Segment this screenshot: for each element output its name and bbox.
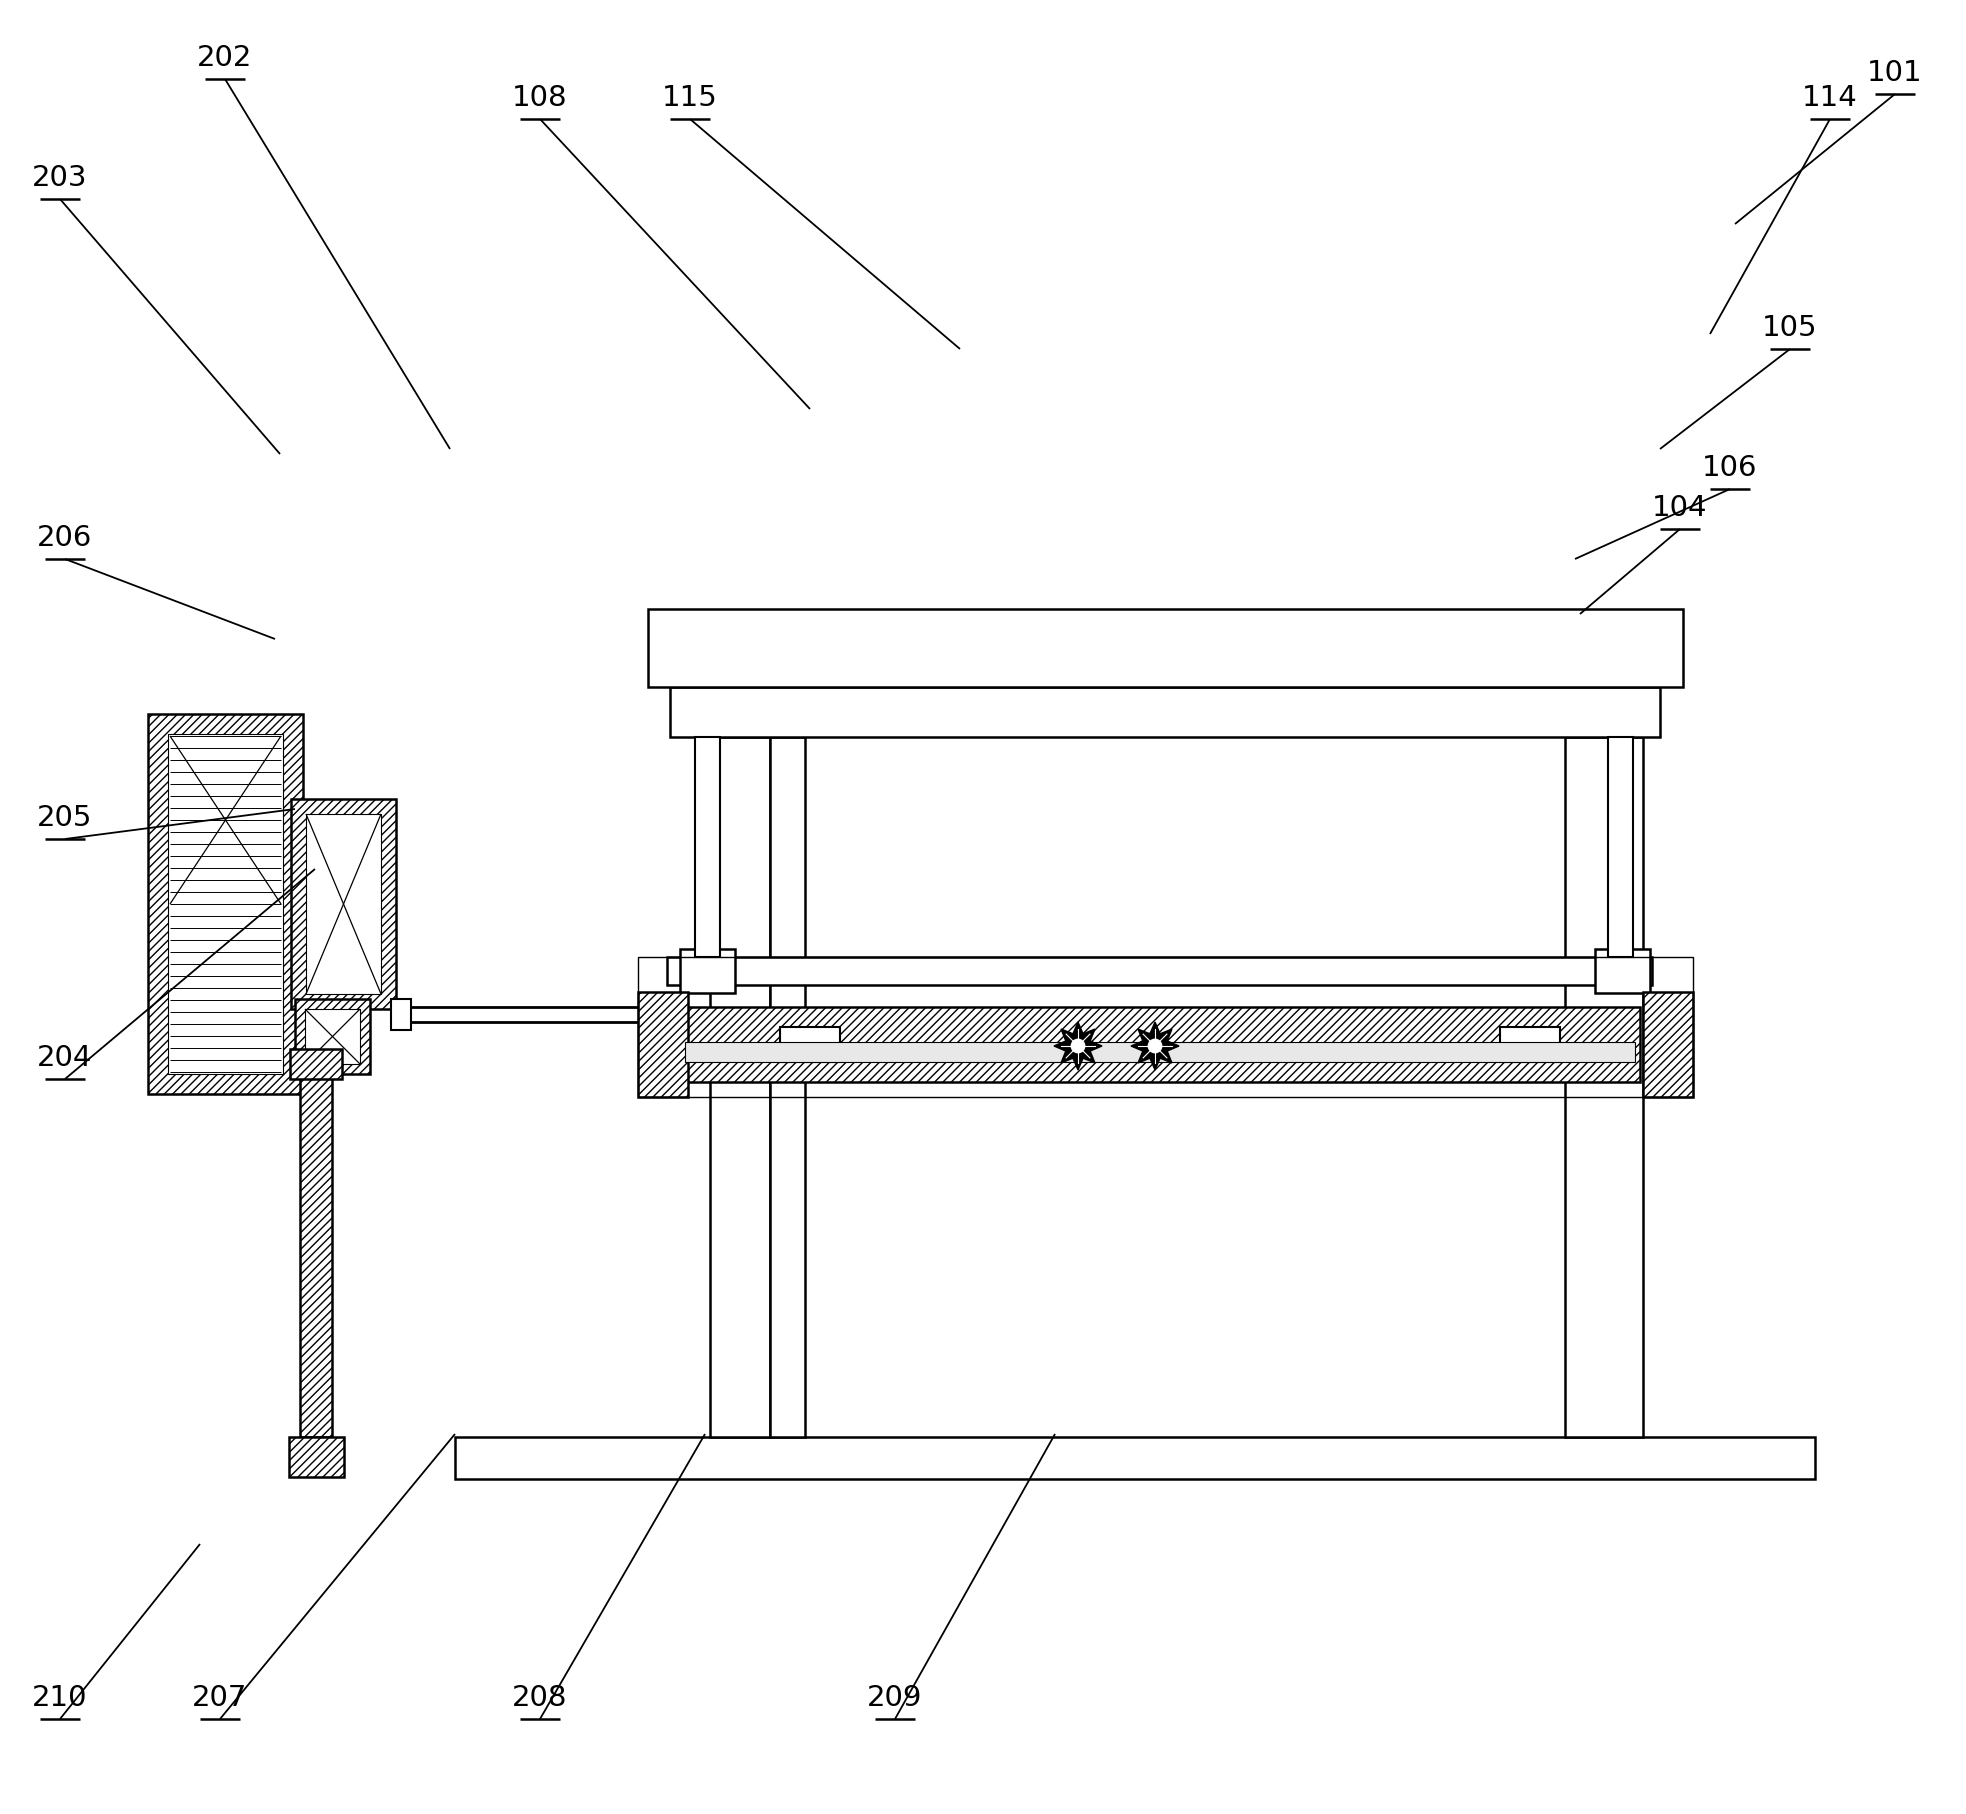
Text: 108: 108 (513, 83, 568, 112)
Text: 114: 114 (1803, 83, 1858, 112)
Bar (291, 800, 395, 1009)
Bar (1565, 738, 1644, 1437)
Bar (454, 1437, 1815, 1478)
Bar (305, 1009, 360, 1065)
Text: 209: 209 (867, 1683, 922, 1711)
Text: 205: 205 (37, 804, 92, 831)
Text: 106: 106 (1703, 454, 1758, 483)
Text: 104: 104 (1651, 493, 1708, 522)
Bar (680, 949, 735, 994)
Bar (291, 1050, 342, 1079)
Circle shape (1071, 1039, 1085, 1054)
Bar (289, 1437, 344, 1477)
Text: 115: 115 (663, 83, 718, 112)
Text: 203: 203 (31, 163, 88, 192)
Text: 207: 207 (193, 1683, 248, 1711)
Bar (639, 992, 688, 1097)
Bar (670, 688, 1659, 738)
Polygon shape (1054, 1023, 1103, 1070)
Bar (167, 735, 283, 1074)
Text: 202: 202 (197, 44, 254, 73)
Bar (1608, 738, 1634, 958)
Bar (295, 1000, 370, 1074)
Text: 204: 204 (37, 1043, 92, 1072)
Bar (147, 715, 303, 1094)
Bar (680, 1007, 1640, 1083)
Bar (301, 1074, 332, 1437)
Polygon shape (1130, 1023, 1180, 1070)
Circle shape (1148, 1039, 1162, 1054)
Bar (771, 738, 804, 1437)
Bar (639, 958, 1693, 1097)
Text: 105: 105 (1762, 314, 1819, 341)
Bar (684, 1043, 1636, 1063)
Bar (1500, 1027, 1559, 1063)
Bar (307, 814, 381, 994)
Text: 101: 101 (1868, 60, 1923, 87)
Bar (391, 1000, 411, 1030)
Bar (1594, 949, 1649, 994)
Bar (781, 1027, 839, 1063)
Text: 206: 206 (37, 524, 92, 551)
Bar (666, 958, 1651, 985)
Bar (1644, 992, 1693, 1097)
Bar (710, 738, 771, 1437)
Text: 208: 208 (513, 1683, 568, 1711)
Text: 210: 210 (31, 1683, 88, 1711)
Bar (696, 738, 720, 958)
Bar (649, 610, 1683, 688)
